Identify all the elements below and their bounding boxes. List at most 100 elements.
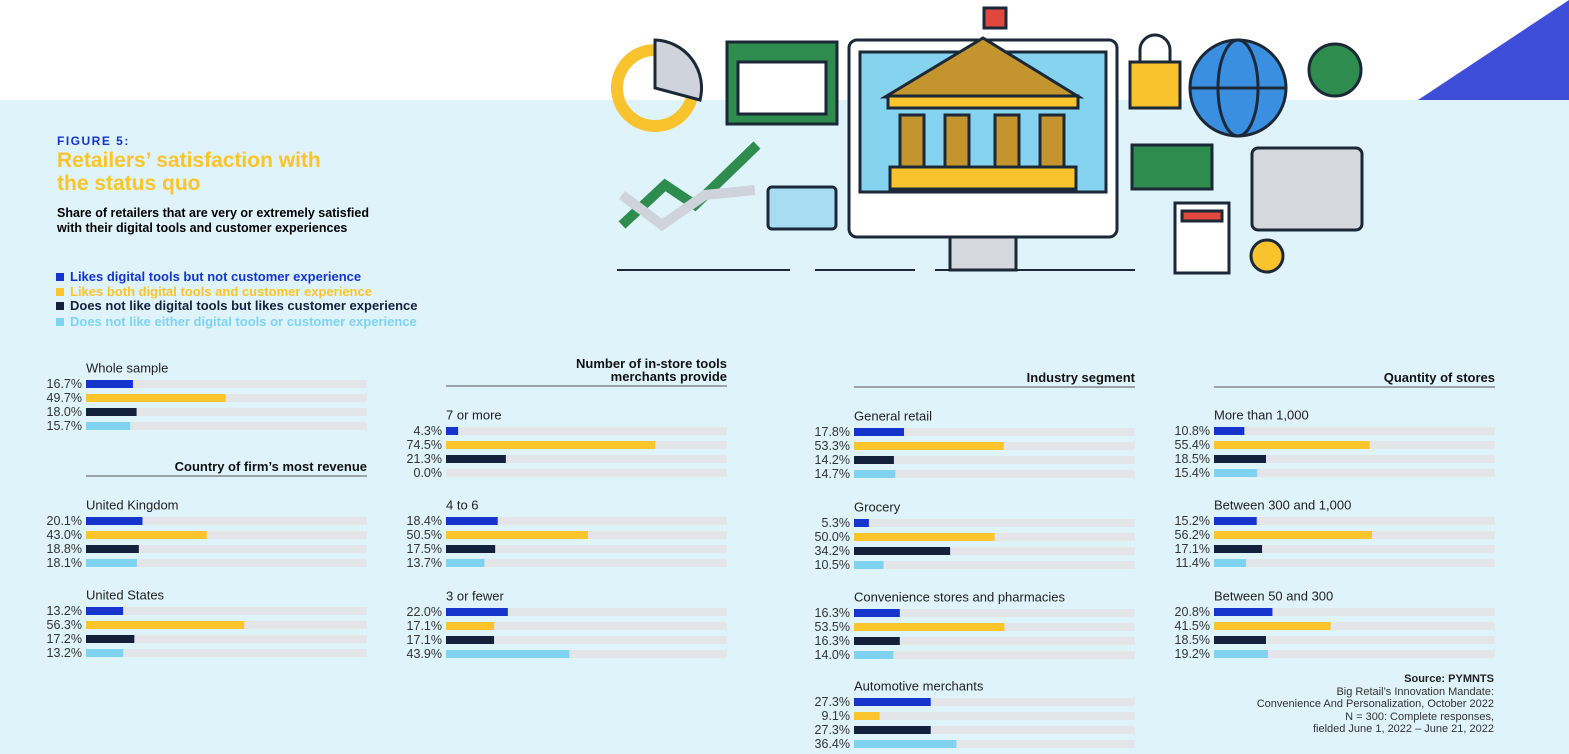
value-label: 56.3% xyxy=(47,618,82,632)
bar xyxy=(1214,469,1258,477)
bar-track xyxy=(86,394,367,402)
bar-track xyxy=(446,608,727,616)
value-label: 41.5% xyxy=(1175,619,1210,633)
value-label: 22.0% xyxy=(407,605,442,619)
bar-track xyxy=(446,455,727,463)
subtitle: Share of retailers that are very or extr… xyxy=(57,206,369,235)
bar xyxy=(854,561,884,569)
legend-label: Does not like digital tools but likes cu… xyxy=(70,298,418,313)
bar xyxy=(854,651,894,659)
bar-track xyxy=(854,712,1135,720)
bar xyxy=(86,380,133,388)
bar-track xyxy=(1214,517,1495,525)
bar-track xyxy=(1214,559,1495,567)
value-label: 10.5% xyxy=(815,558,850,572)
bar-track xyxy=(86,380,367,388)
panel-label: Grocery xyxy=(854,499,901,514)
value-label: 18.0% xyxy=(47,405,82,419)
bar-track xyxy=(446,559,727,567)
bar-track xyxy=(1214,622,1495,630)
value-label: 36.4% xyxy=(815,737,850,751)
bar-track xyxy=(1214,608,1495,616)
source-line: fielded June 1, 2022 – June 21, 2022 xyxy=(1312,723,1494,735)
bar xyxy=(1214,608,1273,616)
bar xyxy=(86,649,124,657)
bar-track xyxy=(86,408,367,416)
legend-swatch xyxy=(56,273,64,281)
value-label: 20.8% xyxy=(1175,605,1210,619)
value-label: 53.3% xyxy=(815,439,850,453)
legend-entry: Does not like either digital tools or cu… xyxy=(56,314,417,329)
panel-label: 4 to 6 xyxy=(446,497,479,512)
bar xyxy=(446,517,498,525)
bar xyxy=(86,545,139,553)
value-label: 17.1% xyxy=(407,633,442,647)
bar-track xyxy=(854,547,1135,555)
panel-label: General retail xyxy=(854,408,932,423)
bar-track xyxy=(446,427,727,435)
legend-entry: Likes digital tools but not customer exp… xyxy=(56,269,361,284)
bar-track xyxy=(446,517,727,525)
bar xyxy=(854,428,905,436)
bar-track xyxy=(446,650,727,658)
panel-label: 7 or more xyxy=(446,407,502,422)
legend-swatch xyxy=(56,318,64,326)
bar-track xyxy=(446,636,727,644)
bar xyxy=(1214,650,1268,658)
value-label: 18.5% xyxy=(1175,452,1210,466)
source-line: Big Retail’s Innovation Mandate: xyxy=(1336,685,1494,698)
value-label: 5.3% xyxy=(822,516,851,530)
value-label: 17.8% xyxy=(815,425,850,439)
panel-label: United States xyxy=(86,587,165,602)
bar xyxy=(1214,455,1266,463)
bar-track xyxy=(86,531,367,539)
bar-track xyxy=(1214,636,1495,644)
bar xyxy=(446,545,496,553)
value-label: 11.4% xyxy=(1175,556,1210,570)
bar xyxy=(854,533,995,541)
value-label: 18.8% xyxy=(47,542,82,556)
value-label: 18.4% xyxy=(407,514,442,528)
value-label: 14.2% xyxy=(815,453,850,467)
value-label: 34.2% xyxy=(815,544,850,558)
bar xyxy=(1214,441,1370,449)
panel-label: Convenience stores and pharmacies xyxy=(854,589,1066,604)
illustration xyxy=(611,6,1364,275)
figure-label: FIGURE 5: xyxy=(57,134,130,148)
value-label: 27.3% xyxy=(815,695,850,709)
bar xyxy=(1214,427,1245,435)
value-label: 16.3% xyxy=(815,634,850,648)
bar xyxy=(86,394,226,402)
bar-track xyxy=(86,517,367,525)
bar xyxy=(446,650,570,658)
bar xyxy=(854,470,896,478)
bar xyxy=(446,441,656,449)
bar xyxy=(86,517,143,525)
bar-track xyxy=(854,428,1135,436)
section-heading: Industry segment xyxy=(1026,370,1135,385)
bar-track xyxy=(86,422,367,430)
bar xyxy=(854,519,869,527)
bar xyxy=(854,740,957,748)
legend-entry: Likes both digital tools and customer ex… xyxy=(56,284,372,299)
source-line: Source: PYMNTS xyxy=(1404,673,1494,685)
value-label: 0.0% xyxy=(414,466,443,480)
value-label: 16.7% xyxy=(47,377,82,391)
source-line: N = 300: Complete responses, xyxy=(1345,710,1494,723)
bar-track xyxy=(854,609,1135,617)
legend-swatch xyxy=(56,288,64,296)
bar-track xyxy=(854,637,1135,645)
section-heading: Quantity of stores xyxy=(1383,370,1495,385)
bar-track xyxy=(86,635,367,643)
title: Retailers’ satisfaction with the status … xyxy=(57,149,321,195)
value-label: 14.0% xyxy=(815,648,850,662)
value-label: 55.4% xyxy=(1175,438,1210,452)
bar xyxy=(86,531,207,539)
value-label: 13.2% xyxy=(47,604,82,618)
bar-track xyxy=(446,469,727,477)
bar xyxy=(86,559,137,567)
legend-label: Does not like either digital tools or cu… xyxy=(70,314,417,329)
bar xyxy=(854,623,1005,631)
